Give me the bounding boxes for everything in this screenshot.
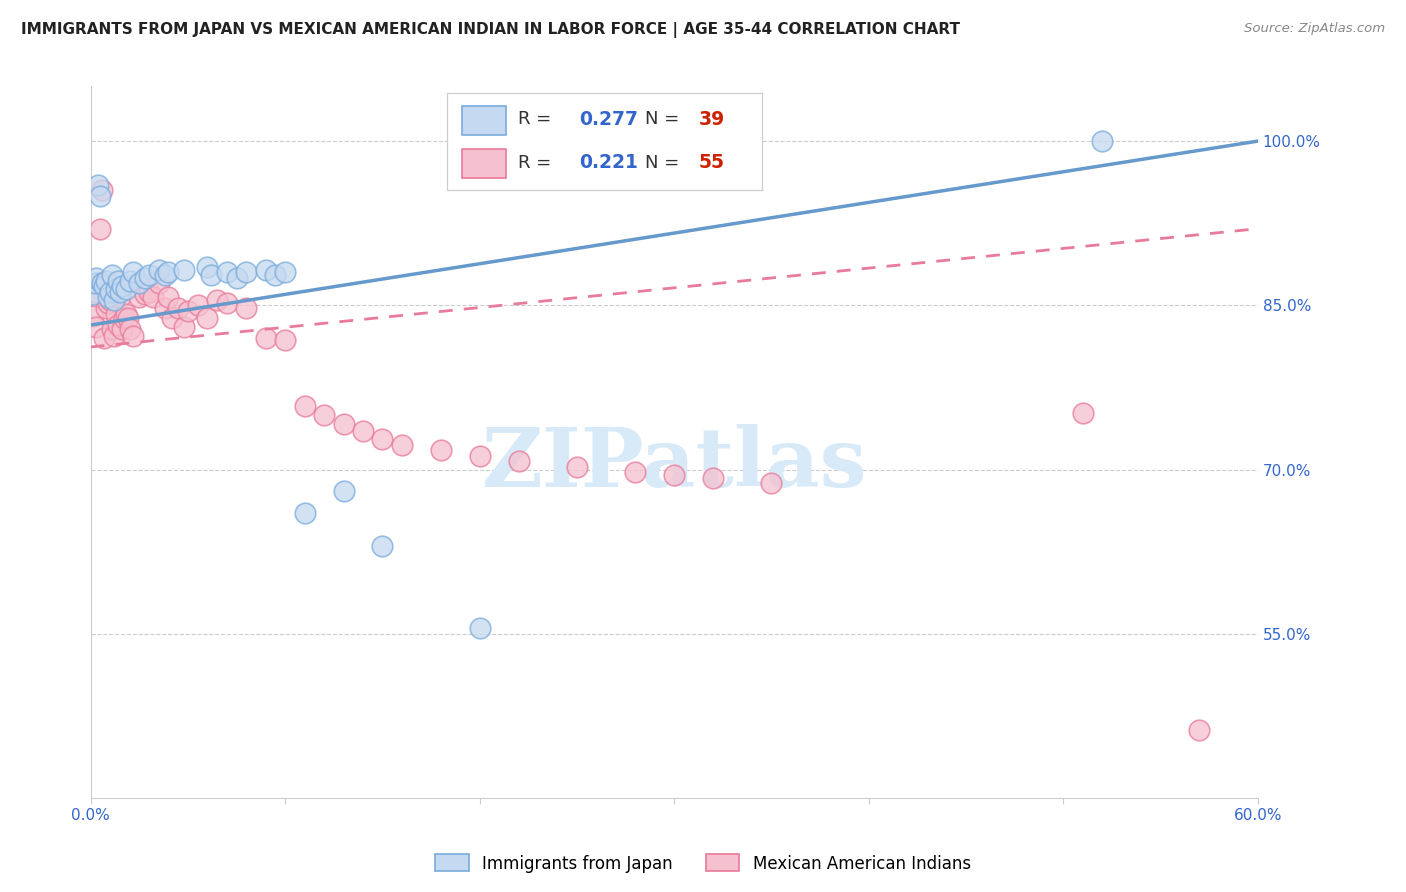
Point — [103, 293, 125, 307]
Point — [96, 301, 118, 315]
Point — [153, 268, 176, 282]
Point — [1188, 723, 1211, 738]
Point — [215, 296, 238, 310]
Point — [93, 331, 115, 345]
Point — [108, 289, 131, 303]
Point — [93, 278, 115, 293]
Point — [148, 277, 170, 291]
Text: ZIPatlas: ZIPatlas — [481, 424, 868, 504]
Point — [702, 471, 724, 485]
Point — [83, 277, 105, 291]
Point — [508, 454, 530, 468]
Point — [391, 438, 413, 452]
Point — [111, 278, 134, 293]
Text: IMMIGRANTS FROM JAPAN VS MEXICAN AMERICAN INDIAN IN LABOR FORCE | AGE 35-44 CORR: IMMIGRANTS FROM JAPAN VS MEXICAN AMERICA… — [21, 22, 960, 38]
Point — [82, 287, 104, 301]
Point — [118, 274, 141, 288]
Point — [200, 268, 222, 282]
Point — [114, 307, 136, 321]
Point — [468, 621, 491, 635]
Point — [332, 417, 354, 431]
Point — [97, 296, 120, 310]
Point — [91, 277, 114, 291]
Point — [91, 183, 114, 197]
Text: Source: ZipAtlas.com: Source: ZipAtlas.com — [1244, 22, 1385, 36]
Point — [142, 289, 165, 303]
Point — [157, 265, 180, 279]
Point — [128, 289, 150, 303]
Point — [118, 322, 141, 336]
Point — [254, 263, 277, 277]
Point — [664, 468, 686, 483]
Point — [83, 285, 105, 300]
Point — [215, 265, 238, 279]
Point — [103, 329, 125, 343]
Point — [101, 268, 124, 282]
Point — [112, 311, 135, 326]
Point — [187, 298, 209, 312]
Point — [157, 289, 180, 303]
Point — [87, 178, 110, 192]
Point — [264, 268, 287, 282]
Point — [332, 484, 354, 499]
Point — [173, 263, 195, 277]
Point — [162, 311, 184, 326]
Point — [624, 465, 647, 479]
Point — [82, 310, 104, 324]
Point — [117, 311, 139, 326]
Point — [122, 329, 145, 343]
Point — [173, 320, 195, 334]
Point — [205, 293, 228, 307]
Point — [111, 322, 134, 336]
Point — [153, 301, 176, 315]
Point — [134, 287, 156, 301]
Point — [430, 442, 453, 457]
Point — [138, 268, 160, 282]
Point — [87, 277, 110, 291]
Point — [177, 303, 200, 318]
Point — [294, 399, 316, 413]
Point — [107, 274, 129, 288]
Point — [371, 432, 394, 446]
Point — [235, 301, 257, 315]
Point — [89, 221, 111, 235]
Point — [101, 322, 124, 336]
Point — [104, 307, 127, 321]
Point — [107, 318, 129, 332]
Point — [195, 311, 218, 326]
Point — [108, 285, 131, 300]
Point — [128, 277, 150, 291]
Point — [565, 460, 588, 475]
Point — [96, 274, 118, 288]
Point — [371, 539, 394, 553]
Point — [468, 450, 491, 464]
Point — [167, 301, 190, 315]
Point — [761, 475, 783, 490]
Point — [86, 320, 108, 334]
Point — [274, 265, 297, 279]
Point — [195, 260, 218, 274]
Point — [98, 285, 121, 300]
Point — [1071, 406, 1094, 420]
Point — [89, 189, 111, 203]
Point — [86, 271, 108, 285]
Point — [148, 263, 170, 277]
Point — [235, 265, 257, 279]
Point — [352, 424, 374, 438]
Point — [114, 282, 136, 296]
Point — [225, 271, 247, 285]
Point — [1091, 134, 1114, 148]
Point — [312, 408, 335, 422]
Point — [254, 331, 277, 345]
Point — [138, 285, 160, 300]
Point — [97, 289, 120, 303]
Legend: Immigrants from Japan, Mexican American Indians: Immigrants from Japan, Mexican American … — [429, 847, 977, 880]
Point — [104, 282, 127, 296]
Point — [294, 507, 316, 521]
Point — [98, 293, 121, 307]
Point — [134, 271, 156, 285]
Point — [122, 265, 145, 279]
Point — [274, 334, 297, 348]
